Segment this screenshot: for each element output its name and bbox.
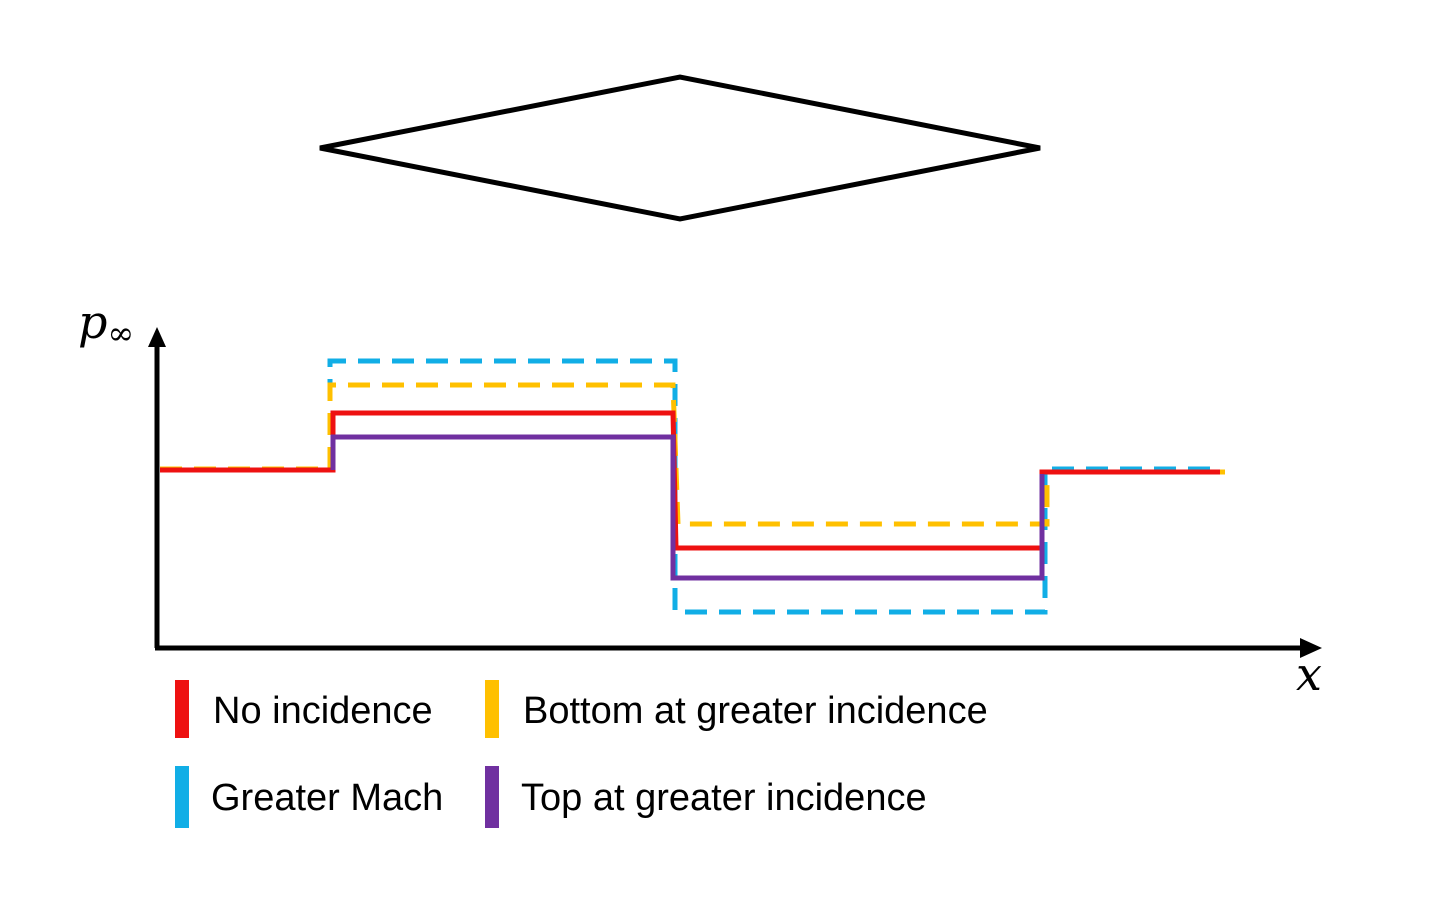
x-axis-label: x — [1296, 647, 1322, 701]
x-axis-arrowhead — [1300, 638, 1322, 658]
y-axis-label-main: p — [78, 295, 107, 349]
y-axis-label: p∞ — [78, 295, 134, 352]
curves — [160, 358, 1225, 615]
legend-label: No incidence — [213, 690, 433, 732]
curve-bottom-greater-incidence — [160, 382, 1225, 527]
legend-swatch-cyan — [175, 766, 189, 828]
legend-swatch-red — [175, 680, 189, 738]
legend-item-no-incidence: No incidence — [175, 680, 433, 738]
curve-no-incidence — [160, 410, 1220, 551]
curve-top-greater-incidence — [330, 434, 1045, 581]
diamond-airfoil — [319, 74, 1041, 222]
legend-item-top-greater-incidence: Top at greater incidence — [485, 766, 927, 828]
legend: No incidence Bottom at greater incidence… — [175, 680, 988, 828]
legend-label: Bottom at greater incidence — [523, 690, 988, 732]
legend-label: Top at greater incidence — [521, 777, 927, 819]
y-axis-arrowhead — [148, 327, 166, 347]
legend-swatch-purple — [485, 766, 499, 828]
legend-item-greater-mach: Greater Mach — [175, 766, 443, 828]
y-axis-label-subscript: ∞ — [107, 314, 134, 352]
curve-greater-mach — [160, 358, 1220, 615]
legend-swatch-yellow — [485, 680, 499, 738]
axes — [148, 327, 1322, 658]
legend-item-bottom-greater-incidence: Bottom at greater incidence — [485, 680, 988, 738]
legend-label: Greater Mach — [211, 777, 443, 819]
